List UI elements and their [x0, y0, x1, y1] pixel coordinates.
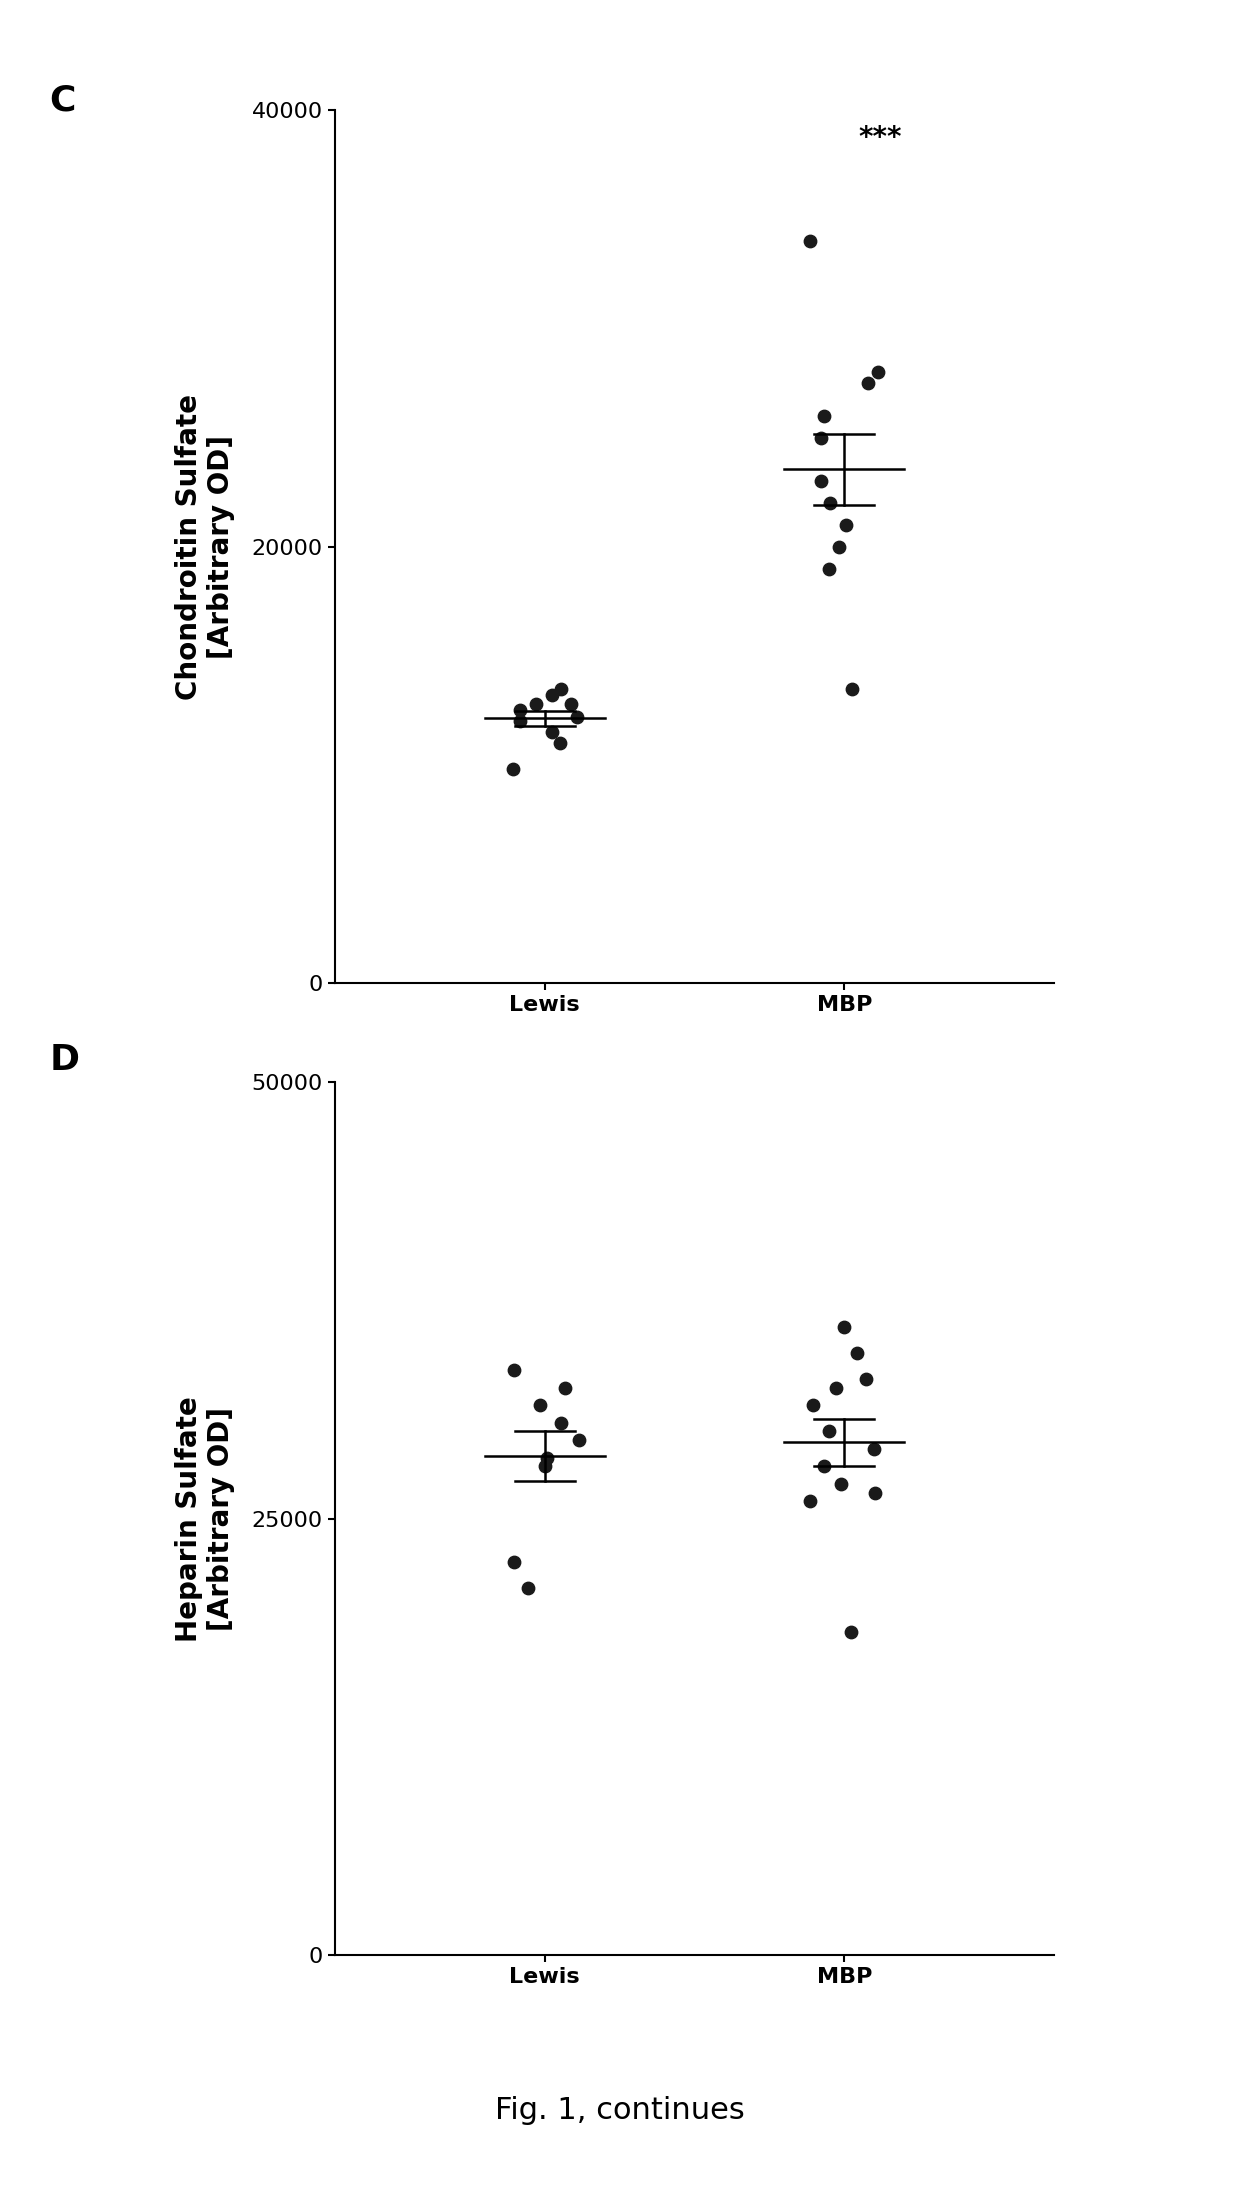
Point	[866, 1476, 885, 1511]
Point	[542, 714, 562, 749]
Point	[567, 700, 587, 736]
Point	[510, 694, 529, 729]
Point	[549, 725, 569, 760]
Y-axis label: Heparin Sulfate
[Arbitrary OD]: Heparin Sulfate [Arbitrary OD]	[175, 1396, 236, 1641]
Point	[526, 687, 546, 722]
Point	[551, 1405, 570, 1440]
Point	[537, 1440, 557, 1476]
Point	[505, 1352, 525, 1387]
Point	[820, 1414, 839, 1449]
Point	[800, 1484, 820, 1520]
Point	[811, 464, 831, 499]
Point	[820, 486, 839, 521]
Point	[552, 672, 572, 707]
Point	[842, 1615, 862, 1650]
Point	[503, 751, 523, 786]
Point	[804, 1387, 823, 1423]
Point	[856, 1361, 875, 1396]
Point	[569, 1423, 589, 1458]
Point	[510, 702, 529, 738]
Text: ***: ***	[858, 124, 901, 152]
Point	[847, 1334, 867, 1370]
Point	[868, 353, 888, 389]
Text: D: D	[50, 1043, 79, 1076]
Point	[858, 364, 878, 400]
Point	[864, 1431, 884, 1467]
Point	[503, 1544, 523, 1579]
Point	[826, 1370, 846, 1405]
Point	[830, 528, 849, 563]
Point	[811, 420, 831, 455]
Point	[842, 672, 862, 707]
Text: C: C	[50, 84, 76, 117]
Point	[518, 1571, 538, 1606]
Point	[554, 1370, 574, 1405]
Point	[531, 1387, 551, 1423]
Point	[836, 508, 856, 543]
Point	[813, 1449, 833, 1484]
Y-axis label: Chondroitin Sulfate
[Arbitrary OD]: Chondroitin Sulfate [Arbitrary OD]	[175, 393, 236, 700]
Point	[800, 223, 820, 258]
Point	[813, 398, 833, 433]
Point	[835, 1310, 854, 1345]
Point	[560, 687, 580, 722]
Text: Fig. 1, continues: Fig. 1, continues	[495, 2096, 745, 2125]
Point	[542, 678, 562, 714]
Point	[534, 1449, 554, 1484]
Point	[831, 1467, 851, 1502]
Point	[820, 550, 839, 585]
